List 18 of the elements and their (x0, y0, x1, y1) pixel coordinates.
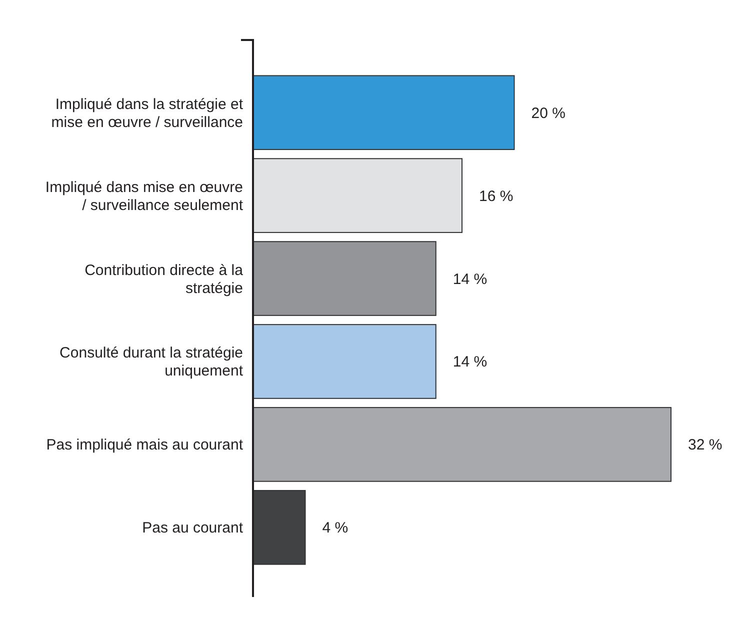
y-tick-label: Consulté durant la stratégie uniquement (60, 344, 244, 380)
data-label: 16 % (479, 188, 514, 205)
y-tick-label: Pas au courant (142, 520, 244, 537)
data-label: 32 % (688, 436, 722, 454)
y-tick-label: Contribution directe à la stratégie (84, 262, 244, 297)
data-label: 14 % (452, 354, 488, 371)
bar (252, 75, 515, 150)
data-label: 14 % (452, 270, 488, 288)
bar (252, 490, 306, 565)
bar (252, 407, 672, 482)
bar (252, 324, 436, 399)
bar (252, 158, 462, 233)
data-label: 4 % (322, 520, 348, 537)
y-tick-label: Pas impliqué mais au courant (46, 436, 244, 454)
data-label: 20 % (531, 104, 566, 122)
y-tick-label: Impliqué dans la stratégie et mise en œuvre / surveillance (51, 96, 244, 131)
bar (252, 241, 436, 316)
y-tick-label: Impliqué dans mise en œuvre / surveillance seulement (45, 178, 244, 214)
